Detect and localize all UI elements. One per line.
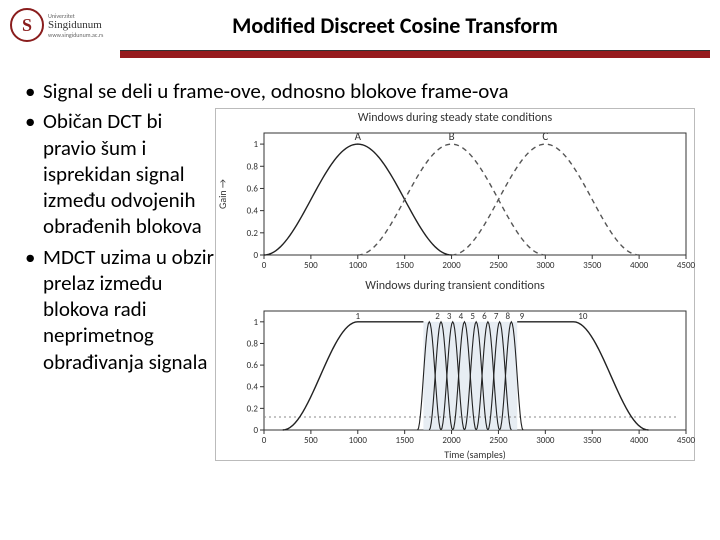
- svg-text:10: 10: [578, 311, 588, 322]
- svg-text:0: 0: [253, 250, 258, 261]
- svg-text:3500: 3500: [583, 435, 602, 446]
- svg-text:2000: 2000: [442, 435, 461, 446]
- svg-text:0.8: 0.8: [247, 162, 259, 173]
- svg-text:0.4: 0.4: [247, 382, 259, 393]
- svg-text:4: 4: [459, 311, 464, 322]
- slide-title: Modified Discreet Cosine Transform: [120, 12, 710, 39]
- title-underline-bar: [120, 50, 710, 58]
- svg-text:5: 5: [470, 311, 475, 322]
- svg-text:2: 2: [435, 311, 440, 322]
- logo-url: www.singidunum.ac.rs: [48, 31, 103, 39]
- logo-text-block: Univerzitet Singidunum www.singidunum.ac…: [48, 12, 103, 39]
- svg-text:0.4: 0.4: [247, 206, 259, 217]
- svg-text:500: 500: [304, 260, 318, 271]
- svg-text:1: 1: [253, 139, 258, 150]
- chart1-title: Windows during steady state conditions: [216, 109, 694, 127]
- svg-text:Time (samples): Time (samples): [444, 448, 506, 460]
- svg-text:1000: 1000: [349, 435, 368, 446]
- svg-text:2500: 2500: [489, 260, 508, 271]
- svg-text:8: 8: [506, 311, 511, 322]
- svg-text:A: A: [355, 130, 362, 143]
- bullet-item: MDCT uzima u obzir prelaz između blokova…: [25, 244, 215, 375]
- logo: S Univerzitet Singidunum www.singidunum.…: [10, 5, 120, 45]
- svg-text:1500: 1500: [396, 260, 415, 271]
- svg-text:1000: 1000: [349, 260, 368, 271]
- svg-text:3000: 3000: [536, 435, 555, 446]
- svg-text:4500: 4500: [677, 435, 696, 446]
- slide-content: Signal se deli u frame-ove, odnosno blok…: [0, 58, 720, 461]
- charts-panel: Windows during steady state conditions 0…: [215, 108, 695, 461]
- logo-badge: S: [10, 8, 44, 42]
- svg-text:C: C: [542, 130, 548, 143]
- svg-text:0.8: 0.8: [247, 339, 259, 350]
- svg-text:0: 0: [253, 425, 258, 436]
- svg-text:0: 0: [262, 435, 267, 446]
- bullet-column: Običan DCT bi pravio šum i isprekidan si…: [25, 108, 215, 379]
- svg-text:4000: 4000: [630, 260, 649, 271]
- svg-text:2500: 2500: [489, 435, 508, 446]
- svg-text:1: 1: [253, 317, 258, 328]
- svg-text:6: 6: [482, 311, 487, 322]
- svg-text:0.2: 0.2: [247, 404, 259, 415]
- svg-text:500: 500: [304, 435, 318, 446]
- svg-text:1: 1: [355, 311, 360, 322]
- svg-text:7: 7: [494, 311, 499, 322]
- svg-text:9: 9: [520, 311, 525, 322]
- logo-main-text: Singidunum: [48, 20, 103, 31]
- svg-text:4000: 4000: [630, 435, 649, 446]
- svg-text:3500: 3500: [583, 260, 602, 271]
- svg-text:0.2: 0.2: [247, 228, 259, 239]
- bullet-list: Signal se deli u frame-ove, odnosno blok…: [25, 78, 695, 104]
- slide-header: S Univerzitet Singidunum www.singidunum.…: [0, 0, 720, 50]
- svg-text:0.6: 0.6: [247, 360, 259, 371]
- chart-container: Windows during steady state conditions 0…: [215, 108, 695, 461]
- svg-text:3: 3: [447, 311, 452, 322]
- bullet-item: Signal se deli u frame-ove, odnosno blok…: [25, 78, 695, 104]
- svg-text:3000: 3000: [536, 260, 555, 271]
- bullet-item: Običan DCT bi pravio šum i isprekidan si…: [25, 108, 215, 239]
- logo-letter: S: [22, 15, 32, 36]
- svg-text:Gain →: Gain →: [216, 179, 229, 209]
- chart2-title: Windows during transient conditions: [216, 277, 694, 295]
- chart-steady-state: 0 500 1000 1500 2000 2500 3000 3500 4000 4500 0 0.2…: [216, 127, 696, 277]
- svg-text:0: 0: [262, 260, 267, 271]
- svg-text:0.6: 0.6: [247, 184, 259, 195]
- svg-text:B: B: [449, 130, 455, 143]
- svg-text:4500: 4500: [677, 260, 696, 271]
- svg-text:2000: 2000: [442, 260, 461, 271]
- svg-text:1500: 1500: [396, 435, 415, 446]
- chart-transient: 0 500 1000 1500 2000 2500 3000 3500 4000 4500 0 0.2…: [216, 295, 696, 460]
